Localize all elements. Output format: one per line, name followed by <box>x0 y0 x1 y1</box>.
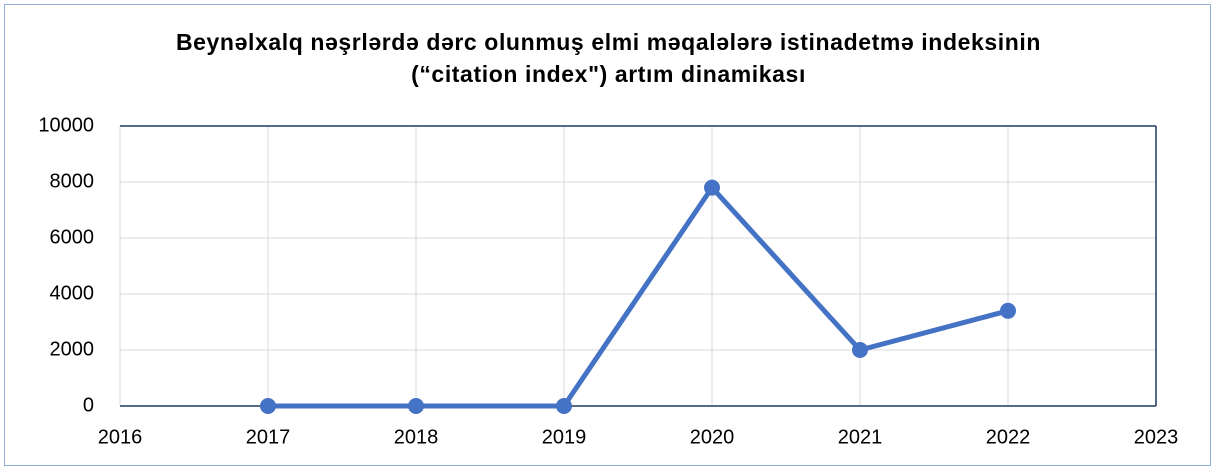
chart-title: Beynəlxalq nəşrlərdə dərc olunmuş elmi m… <box>175 29 1042 87</box>
x-tick-label: 2022 <box>986 426 1031 448</box>
y-tick-label: 0 <box>83 394 94 416</box>
x-tick-label: 2019 <box>542 426 587 448</box>
x-tick-label: 2017 <box>246 426 291 448</box>
y-tick-label: 6000 <box>50 226 95 248</box>
marker <box>260 398 276 414</box>
x-tick-label: 2023 <box>1134 426 1179 448</box>
chart-border <box>4 4 1211 466</box>
x-tick-label: 2021 <box>838 426 883 448</box>
x-tick-label: 2020 <box>690 426 735 448</box>
x-tick-label: 2016 <box>98 426 143 448</box>
y-tick-label: 4000 <box>50 282 95 304</box>
marker <box>556 398 572 414</box>
y-tick-label: 8000 <box>50 170 95 192</box>
x-tick-label: 2018 <box>394 426 439 448</box>
y-tick-label: 10000 <box>38 114 94 136</box>
marker <box>704 179 720 196</box>
y-tick-label: 2000 <box>50 338 95 360</box>
marker <box>408 398 424 414</box>
marker <box>852 342 868 358</box>
marker <box>1000 302 1016 319</box>
line <box>268 185 1009 409</box>
